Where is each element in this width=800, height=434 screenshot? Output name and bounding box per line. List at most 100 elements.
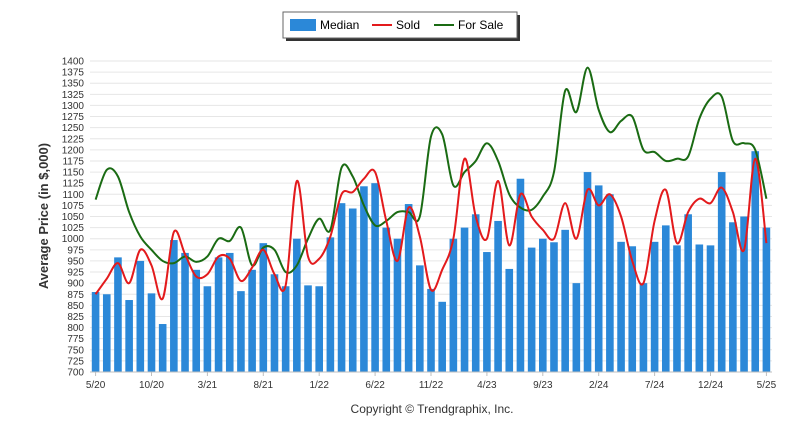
median-bar[interactable] [561, 229, 569, 372]
legend[interactable]: Median Sold For Sale [282, 11, 520, 41]
x-tick-label: 1/22 [309, 380, 329, 391]
y-tick-label: 1250 [62, 123, 85, 134]
median-bar[interactable] [539, 238, 547, 372]
median-bar[interactable] [606, 194, 614, 372]
median-bar[interactable] [460, 227, 469, 372]
median-bar[interactable] [158, 324, 167, 372]
median-bar[interactable] [550, 242, 558, 372]
y-tick-label: 925 [67, 268, 84, 279]
median-bar[interactable] [516, 178, 525, 372]
legend-label-sold[interactable]: Sold [396, 18, 420, 32]
y-tick-label: 1300 [62, 101, 85, 112]
median-bar[interactable] [729, 222, 737, 372]
median-bar[interactable] [572, 283, 581, 372]
median-bar[interactable] [695, 244, 704, 372]
median-bar[interactable] [192, 269, 201, 372]
median-bar[interactable] [170, 240, 178, 372]
median-bar[interactable] [706, 245, 715, 372]
median-bar[interactable] [449, 238, 458, 372]
y-tick-label: 800 [67, 323, 84, 334]
median-bar[interactable] [505, 268, 514, 372]
sold-line[interactable] [94, 157, 768, 301]
median-bar[interactable] [527, 247, 536, 372]
median-bar[interactable] [91, 292, 100, 372]
x-tick-label: 9/23 [533, 380, 553, 391]
x-tick-label: 7/24 [645, 380, 665, 391]
median-bar[interactable] [751, 151, 760, 372]
median-bar[interactable] [740, 216, 748, 373]
median-bar[interactable] [214, 257, 223, 372]
median-bar[interactable] [673, 245, 681, 372]
y-tick-label: 825 [67, 312, 84, 323]
y-tick-label: 875 [67, 290, 84, 301]
median-bar[interactable] [326, 237, 335, 372]
median-bar[interactable] [348, 208, 357, 372]
median-bar[interactable] [684, 214, 692, 372]
median-bar[interactable] [337, 203, 346, 372]
median-bar[interactable] [717, 172, 726, 372]
median-bar[interactable] [181, 252, 189, 372]
y-tick-label: 750 [67, 345, 84, 356]
median-bar[interactable] [404, 204, 413, 372]
median-bar[interactable] [147, 293, 156, 372]
x-tick-label: 5/25 [757, 380, 777, 391]
median-bar[interactable] [617, 241, 625, 372]
median-bar[interactable] [125, 300, 133, 372]
y-tick-label: 1175 [62, 156, 84, 167]
median-bar[interactable] [494, 220, 502, 372]
legend-label-for-sale[interactable]: For Sale [458, 18, 504, 32]
y-axis-ticks: 7007257507758008258508759009259509751000… [62, 57, 85, 379]
median-bar[interactable] [114, 257, 122, 372]
median-bar[interactable] [259, 243, 268, 372]
x-tick-label: 10/20 [139, 380, 164, 391]
median-bar[interactable] [594, 185, 603, 372]
median-bar[interactable] [237, 291, 245, 372]
y-tick-label: 1025 [62, 223, 85, 234]
y-tick-label: 1050 [62, 212, 85, 223]
median-bar[interactable] [102, 294, 111, 372]
y-tick-label: 1375 [62, 68, 85, 79]
median-bar[interactable] [427, 288, 435, 372]
median-bar[interactable] [293, 238, 301, 372]
y-tick-label: 1325 [62, 90, 85, 101]
median-bar[interactable] [471, 214, 480, 372]
median-bar[interactable] [382, 227, 391, 372]
median-bar[interactable] [393, 238, 402, 372]
median-bar[interactable] [438, 301, 446, 372]
median-bar[interactable] [416, 265, 424, 372]
for-sale-line[interactable] [94, 66, 768, 274]
median-bar[interactable] [304, 285, 312, 372]
median-bar[interactable] [483, 252, 491, 372]
median-bar[interactable] [315, 286, 323, 372]
y-tick-label: 1225 [62, 134, 85, 145]
legend-label-median[interactable]: Median [320, 18, 359, 32]
median-bar[interactable] [270, 274, 279, 372]
x-tick-label: 8/21 [254, 380, 274, 391]
y-tick-label: 1200 [62, 145, 85, 156]
y-tick-label: 975 [67, 245, 84, 256]
median-bar[interactable] [583, 172, 592, 372]
copyright-text: Copyright © Trendgraphix, Inc. [351, 402, 514, 416]
median-bar[interactable] [360, 186, 368, 372]
y-tick-label: 1150 [62, 168, 84, 179]
median-bar[interactable] [203, 286, 212, 372]
median-bar[interactable] [136, 260, 145, 372]
median-bar[interactable] [281, 286, 290, 372]
median-bar[interactable] [639, 283, 648, 372]
median-bar[interactable] [225, 252, 234, 372]
y-tick-label: 1275 [62, 112, 85, 123]
median-bar[interactable] [650, 241, 659, 372]
y-tick-label: 1350 [62, 79, 85, 90]
y-tick-label: 700 [67, 368, 84, 379]
median-bar[interactable] [661, 225, 670, 372]
y-tick-label: 1125 [62, 179, 84, 190]
median-bar[interactable] [371, 183, 379, 372]
median-bar[interactable] [248, 269, 256, 372]
median-bar[interactable] [762, 227, 771, 372]
legend-swatch-median [290, 19, 316, 31]
x-tick-label: 3/21 [198, 380, 218, 391]
x-tick-label: 2/24 [589, 380, 609, 391]
median-bar[interactable] [628, 246, 637, 372]
